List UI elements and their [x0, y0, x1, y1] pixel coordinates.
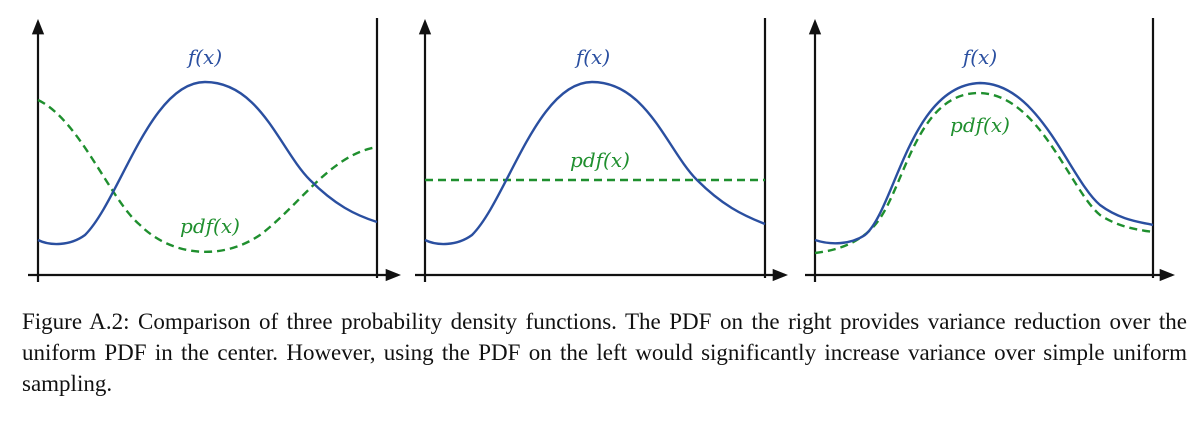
f-curve — [424, 80, 766, 246]
pdf-label: pdf(x) — [180, 214, 240, 238]
f-curve — [814, 81, 1154, 245]
curve-label: f(x) — [186, 45, 222, 69]
panel: f(x) pdf(x) — [805, 18, 1176, 282]
panel: f(x) pdf(x) — [415, 18, 789, 282]
f-curve — [37, 80, 378, 246]
figure-caption: Figure A.2: Comparison of three probabil… — [22, 309, 1187, 396]
pdf-label: pdf(x) — [570, 148, 630, 172]
panel: f(x) pdf(x) — [28, 18, 402, 282]
curve-label: f(x) — [961, 45, 997, 69]
pdf-curve — [814, 91, 1154, 255]
figure: f(x) pdf(x) f(x) pdf(x) f(x) pdf(x) — [28, 18, 1176, 282]
pdf-label: pdf(x) — [950, 113, 1010, 137]
pdf-curve — [37, 98, 378, 254]
curve-label: f(x) — [574, 45, 610, 69]
